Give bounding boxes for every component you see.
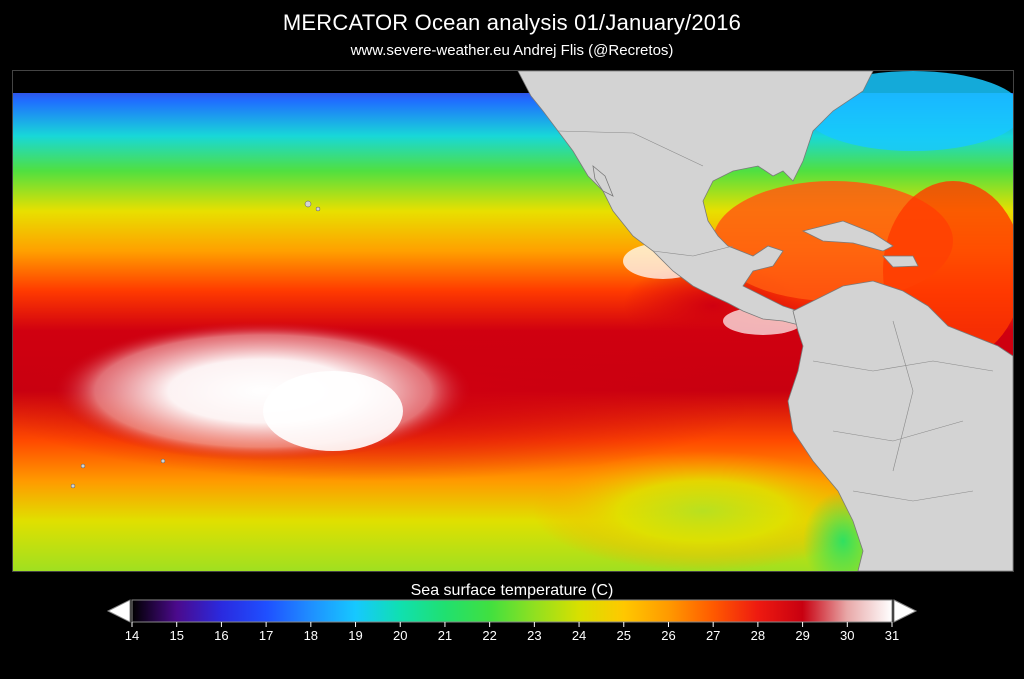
colorbar-tick-label: 31	[885, 628, 899, 643]
islands	[70, 200, 321, 489]
south-america	[787, 280, 1013, 571]
north-america	[517, 71, 874, 327]
colorbar-tick-label: 20	[393, 628, 407, 643]
colorbar-tick-label: 26	[661, 628, 675, 643]
colorbar-tick-label: 29	[795, 628, 809, 643]
colorbar-bar	[131, 599, 893, 623]
land	[517, 71, 1013, 571]
colorbar-tick-label: 16	[214, 628, 228, 643]
colorbar-tick-label: 19	[348, 628, 362, 643]
baja	[592, 165, 614, 197]
colorbar-ticks: 14 15 16 17 18 19 20 21 22 23 24 25 26 27 28 29 30 31	[125, 622, 899, 643]
hispaniola	[882, 255, 919, 268]
colorbar-tick-label: 27	[706, 628, 720, 643]
colorbar-tick-label: 18	[304, 628, 318, 643]
legend-title: Sea surface temperature (C)	[410, 582, 614, 599]
cuba	[801, 220, 894, 252]
colorbar-max-arrow	[893, 599, 918, 623]
colorbar-tick-label: 17	[259, 628, 273, 643]
borders	[557, 130, 994, 502]
map-title: MERCATOR Ocean analysis 01/January/2016	[282, 10, 742, 35]
colorbar-tick-label: 24	[572, 628, 586, 643]
colorbar: 14 15 16 17 18 19 20 21 22 23 24 25 26 27 28 29 30 31	[106, 599, 918, 643]
nino-hotspot	[53, 321, 473, 461]
colorbar-tick-label: 28	[751, 628, 765, 643]
colorbar-tick-label: 22	[482, 628, 496, 643]
nino-core	[263, 371, 403, 451]
colorbar-svg: 14 15 16 17 18 19 20 21 22 23 24 25 26 27 28 29 30 31	[106, 599, 918, 643]
sst-map	[12, 70, 1014, 572]
colorbar-tick-label: 14	[125, 628, 139, 643]
sst-map-svg	[13, 71, 1013, 571]
colorbar-tick-label: 25	[617, 628, 631, 643]
colorbar-tick-label: 30	[840, 628, 854, 643]
colorbar-tick-label: 21	[438, 628, 452, 643]
colorbar-tick-label: 15	[169, 628, 183, 643]
colorbar-min-arrow	[106, 599, 131, 623]
cold-tongue	[533, 451, 873, 571]
map-credit: www.severe-weather.eu Andrej Flis (@Recr…	[350, 42, 674, 59]
colorbar-tick-label: 23	[527, 628, 541, 643]
